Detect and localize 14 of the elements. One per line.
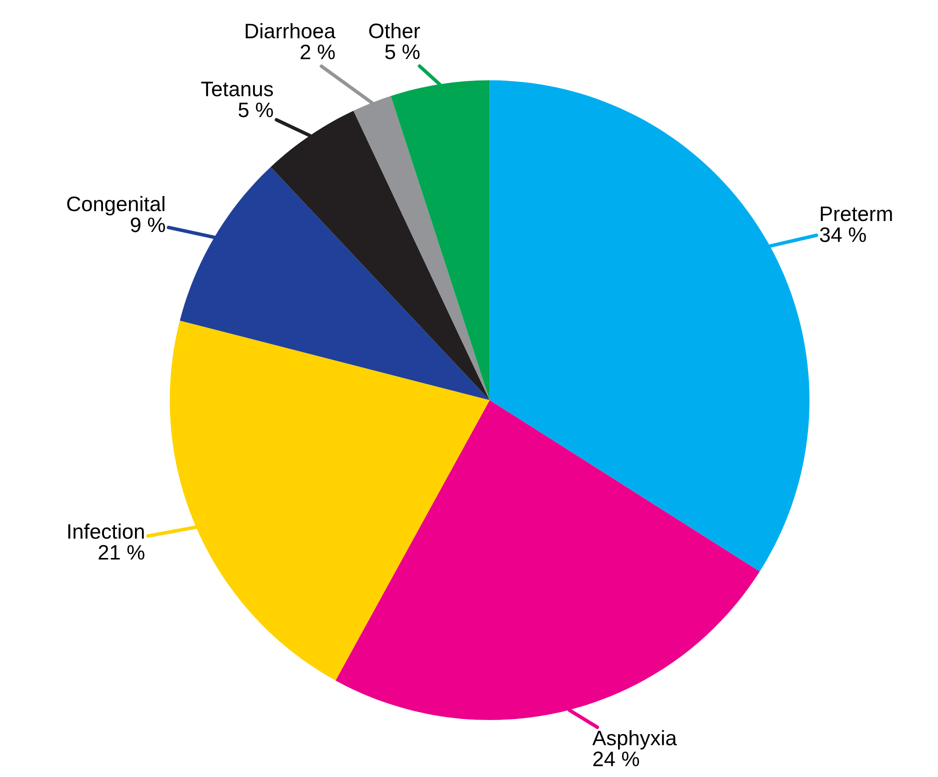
slice-label: Diarrhoea <box>246 23 336 38</box>
slice-label: Preterm <box>820 206 892 222</box>
slice-label: Other <box>369 22 420 38</box>
data-label: 2 % <box>300 44 335 60</box>
data-label: 34 % <box>820 227 866 242</box>
data-label: 5 % <box>238 102 273 118</box>
data-label: 5 % <box>385 44 420 60</box>
data-label: 21 % <box>98 545 144 560</box>
data-label: 9 % <box>130 217 165 232</box>
slice-label: Asphyxia <box>592 730 677 750</box>
slice-label: Congenital <box>67 196 164 216</box>
data-label: 24 % <box>593 752 640 766</box>
slice-label: Infection <box>68 524 144 539</box>
slice-label: Tetanus <box>201 82 273 96</box>
